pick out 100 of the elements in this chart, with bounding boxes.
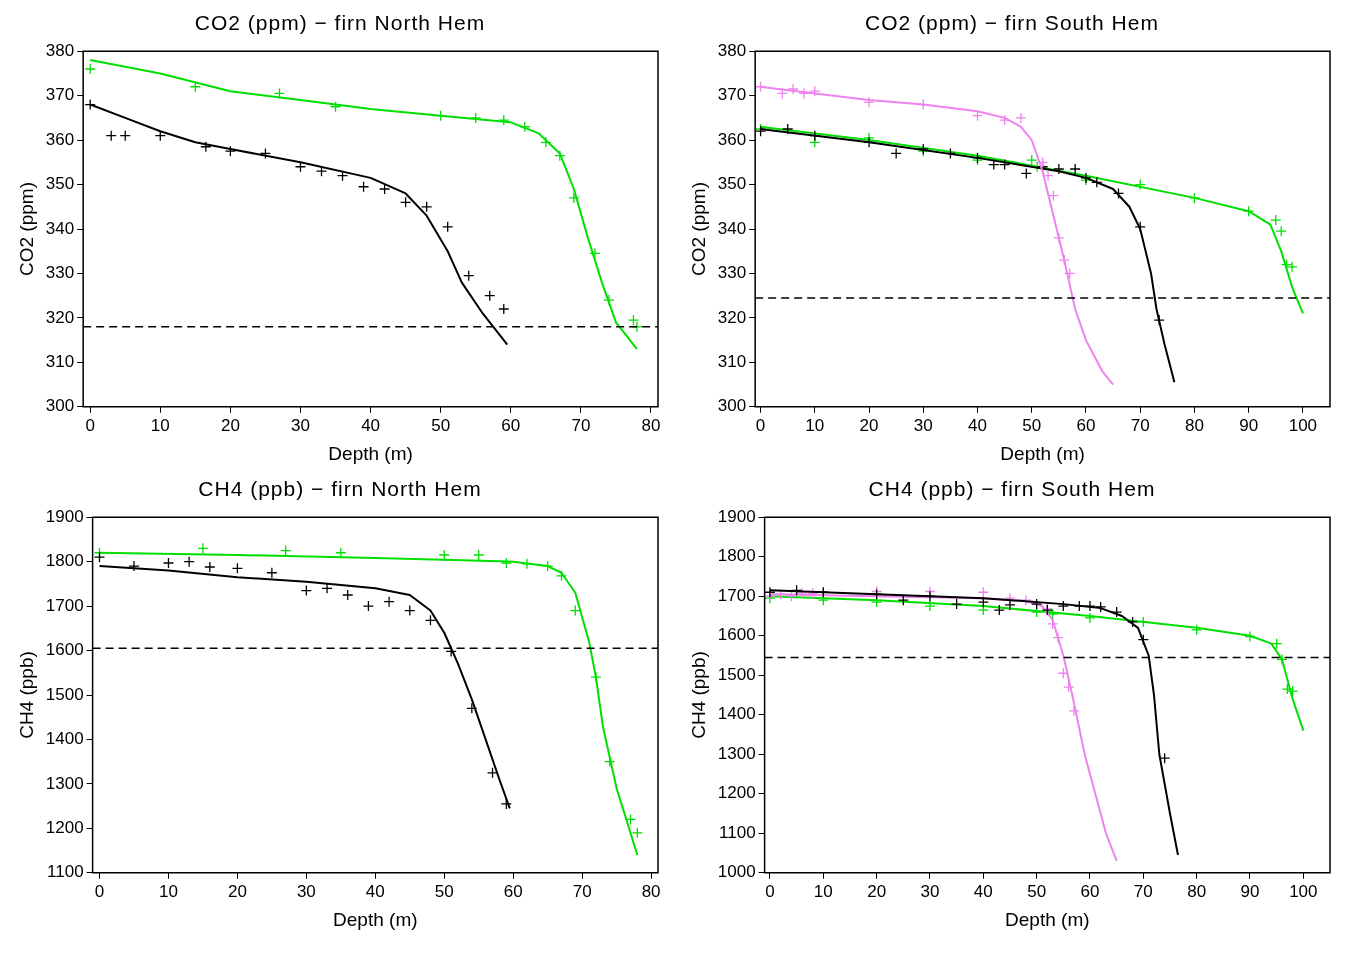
- point: [1244, 630, 1256, 643]
- point: [950, 598, 963, 610]
- x-tick-label: 50: [1027, 881, 1047, 901]
- x-tick-label: 20: [859, 415, 879, 435]
- point: [84, 98, 96, 111]
- point: [1084, 600, 1096, 612]
- y-tick-label: 300: [45, 396, 75, 416]
- point: [589, 247, 601, 260]
- x-tick-label: 10: [150, 415, 170, 435]
- point: [944, 147, 957, 160]
- chart-title: CO2 (ppm) − firn South Hem: [865, 10, 1159, 36]
- point: [105, 130, 117, 142]
- x-tick-label: 90: [1240, 881, 1260, 901]
- point: [1112, 187, 1125, 200]
- chart-title: CH4 (ppb) − firn South Hem: [868, 476, 1156, 502]
- point: [357, 181, 370, 193]
- y-tick-label: 1100: [719, 822, 756, 842]
- y-tick-label: 310: [45, 352, 75, 372]
- x-tick-label: 50: [431, 415, 451, 435]
- y-tick-label: 1600: [717, 625, 756, 645]
- point: [624, 813, 637, 826]
- point: [863, 96, 875, 108]
- y-axis-title: CO2 (ppm): [15, 182, 37, 276]
- point: [1064, 267, 1076, 280]
- point: [224, 145, 237, 157]
- point: [1111, 606, 1123, 618]
- y-tick-label: 1300: [717, 743, 756, 763]
- point: [404, 604, 416, 617]
- y-tick-label: 1500: [45, 684, 84, 704]
- x-tick-label: 40: [968, 415, 987, 435]
- point: [890, 147, 902, 160]
- point: [498, 114, 510, 126]
- point: [183, 556, 195, 568]
- point: [231, 562, 244, 574]
- point: [1153, 314, 1165, 326]
- point: [421, 201, 433, 213]
- y-tick-label: 1400: [717, 704, 756, 724]
- point: [119, 130, 131, 142]
- x-tick-label: 0: [94, 881, 105, 901]
- point: [1188, 192, 1201, 204]
- point: [329, 101, 342, 113]
- x-tick-label: 0: [755, 415, 766, 435]
- y-tick-label: 1700: [45, 595, 84, 615]
- y-tick-label: 370: [717, 85, 747, 105]
- point: [1159, 752, 1171, 764]
- point: [519, 121, 531, 133]
- point: [1058, 254, 1070, 266]
- x-tick-label: 70: [1133, 881, 1153, 901]
- x-tick-label: 100: [1288, 415, 1318, 435]
- y-tick-label: 320: [717, 307, 747, 327]
- point: [1091, 176, 1103, 188]
- point: [590, 671, 602, 683]
- y-tick-label: 380: [45, 40, 75, 60]
- point: [1243, 205, 1255, 217]
- x-tick-label: 40: [361, 415, 381, 435]
- y-tick-label: 360: [717, 129, 747, 149]
- point: [1030, 598, 1043, 610]
- point: [1057, 667, 1069, 679]
- point: [796, 587, 808, 599]
- point: [1275, 225, 1287, 237]
- point: [1053, 232, 1065, 244]
- y-tick-label: 1200: [717, 783, 756, 803]
- point: [1134, 221, 1146, 233]
- point: [1073, 600, 1085, 612]
- point: [988, 158, 1000, 171]
- point: [362, 600, 375, 612]
- point: [542, 560, 554, 572]
- point: [1095, 601, 1107, 613]
- point: [162, 557, 175, 569]
- x-axis-title: Depth (m): [1005, 908, 1090, 930]
- x-tick-label: 20: [867, 881, 887, 901]
- y-tick-label: 320: [45, 307, 75, 327]
- point: [294, 161, 307, 173]
- point: [84, 63, 96, 75]
- point: [442, 221, 454, 233]
- point: [128, 560, 140, 572]
- point: [93, 551, 106, 563]
- point: [1137, 616, 1149, 628]
- y-tick-label: 1000: [717, 862, 756, 882]
- point: [266, 567, 278, 579]
- point: [1084, 612, 1096, 624]
- point: [463, 270, 475, 282]
- y-tick-label: 1100: [47, 862, 84, 882]
- point: [998, 114, 1011, 126]
- x-tick-label: 80: [1187, 881, 1207, 901]
- y-tick-label: 1500: [717, 664, 756, 684]
- y-tick-label: 1700: [717, 585, 756, 605]
- point: [555, 570, 568, 582]
- x-tick-label: 80: [641, 881, 661, 901]
- point: [1020, 167, 1032, 180]
- point: [755, 81, 767, 93]
- point: [204, 561, 216, 573]
- y-tick-label: 1400: [45, 729, 84, 749]
- x-tick-label: 60: [1080, 881, 1100, 901]
- x-tick-label: 30: [296, 881, 316, 901]
- y-tick-label: 340: [717, 218, 747, 238]
- point: [1271, 637, 1283, 650]
- y-tick-label: 330: [45, 263, 75, 283]
- point: [1068, 705, 1080, 717]
- x-tick-label: 0: [765, 881, 775, 901]
